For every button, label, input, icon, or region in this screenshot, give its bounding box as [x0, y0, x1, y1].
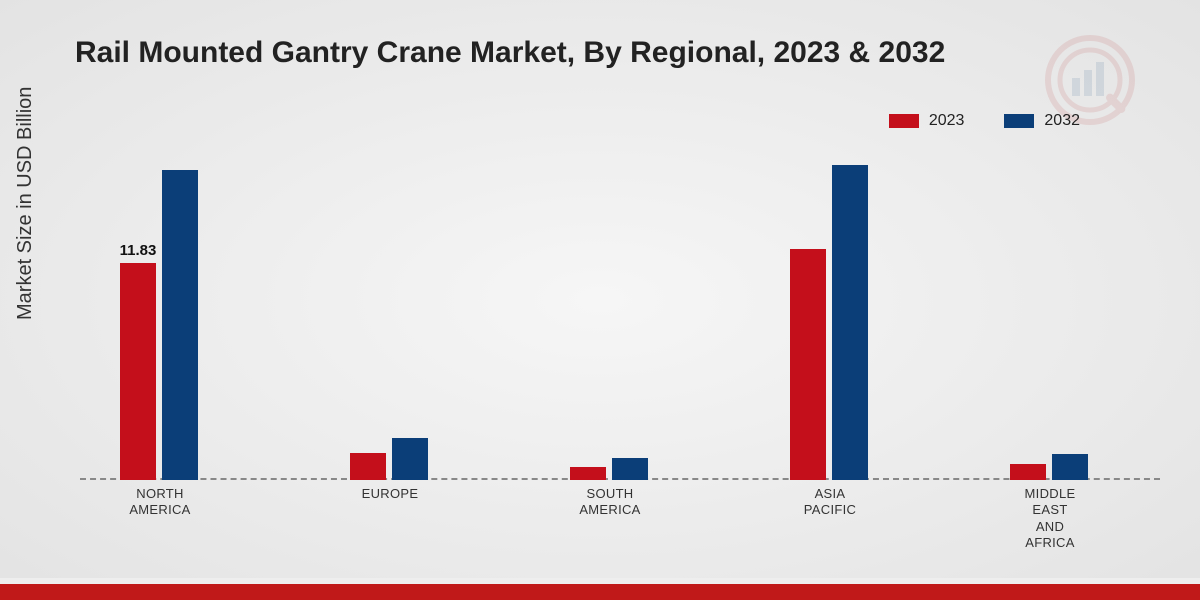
bar-2032	[612, 458, 648, 480]
bar-2032	[162, 170, 198, 480]
legend-swatch-2023	[889, 114, 919, 128]
legend-item-2032: 2032	[1004, 112, 1080, 130]
bar-2023	[120, 263, 156, 480]
x-tick-label: ASIAPACIFIC	[760, 486, 900, 519]
bar-2032	[1052, 454, 1088, 480]
legend-item-2023: 2023	[889, 112, 965, 130]
bar-2032	[832, 165, 868, 480]
bar-2023	[350, 453, 386, 481]
x-tick-label: MIDDLEEASTANDAFRICA	[980, 486, 1120, 551]
bar-2032	[392, 438, 428, 480]
bar-2023	[1010, 464, 1046, 481]
y-axis-label: Market Size in USD Billion	[14, 87, 37, 320]
footer-bar	[0, 584, 1200, 600]
x-tick-label: SOUTHAMERICA	[540, 486, 680, 519]
bar-2023	[570, 467, 606, 480]
chart-title: Rail Mounted Gantry Crane Market, By Reg…	[75, 36, 945, 70]
legend-swatch-2032	[1004, 114, 1034, 128]
bar-2023	[790, 249, 826, 480]
chart-page: Rail Mounted Gantry Crane Market, By Reg…	[0, 0, 1200, 600]
bar-value-label: 11.83	[120, 242, 157, 259]
plot-area: 11.83	[80, 150, 1160, 480]
x-tick-label: NORTHAMERICA	[90, 486, 230, 519]
legend-label-2032: 2032	[1044, 112, 1080, 130]
legend: 2023 2032	[889, 112, 1080, 130]
x-tick-label: EUROPE	[320, 486, 460, 502]
legend-label-2023: 2023	[929, 112, 965, 130]
